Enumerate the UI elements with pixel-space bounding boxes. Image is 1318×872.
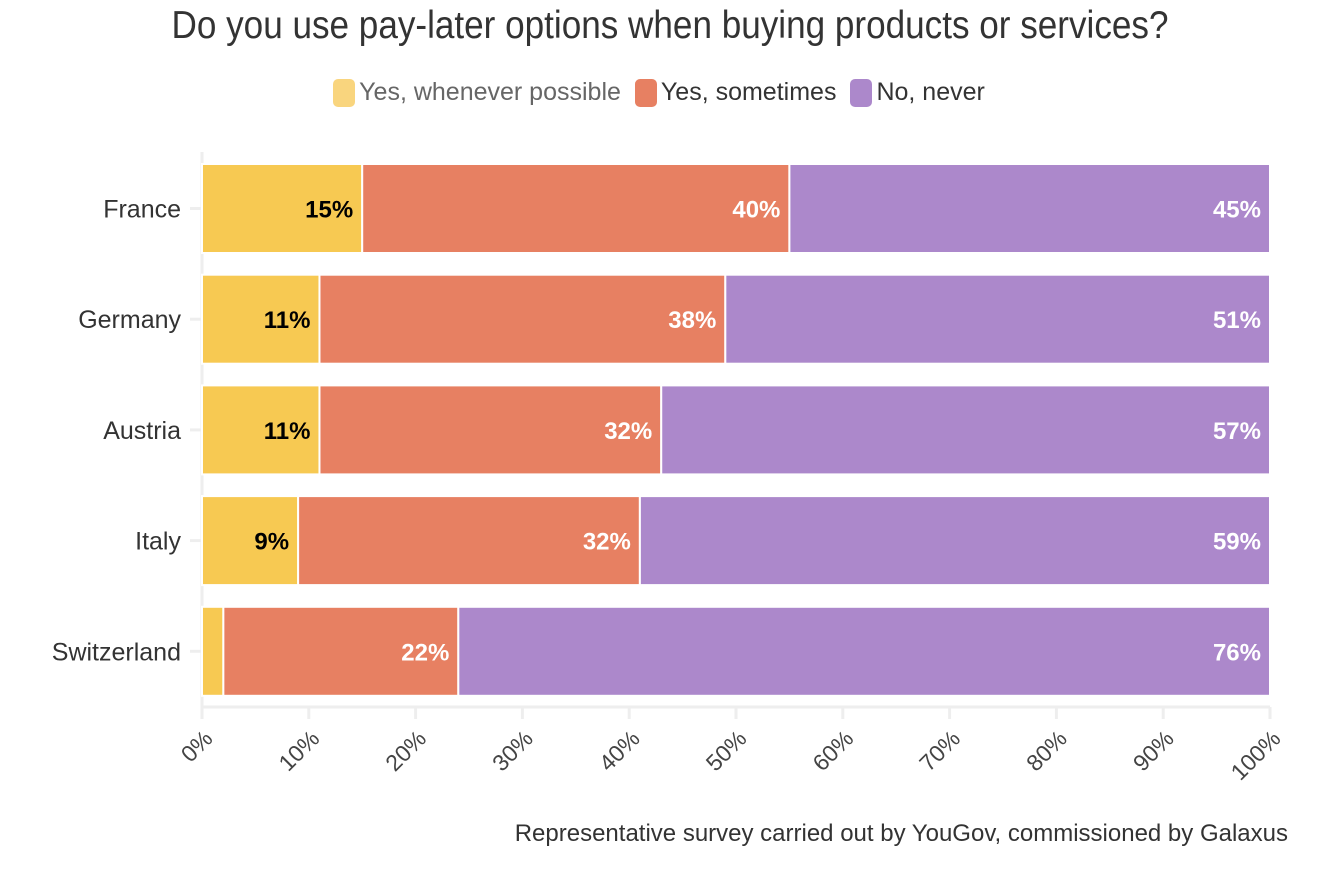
y-tick-label: Italy <box>135 528 181 556</box>
y-tick-label: France <box>103 196 181 224</box>
x-tick-label: 10% <box>273 725 324 776</box>
x-tick-label: 80% <box>1021 725 1072 776</box>
legend-swatch <box>850 78 873 107</box>
data-label: 57% <box>1213 418 1261 445</box>
bar-segment <box>788 163 1272 254</box>
data-label: 9% <box>254 529 289 556</box>
bar-segment <box>222 605 460 697</box>
x-tick-label: 0% <box>176 725 218 767</box>
legend: Yes, whenever possible Yes, sometimes No… <box>0 78 1318 107</box>
x-tick-label: 100% <box>1226 725 1286 785</box>
y-tick-label: Austria <box>103 417 181 445</box>
data-label: 32% <box>583 529 631 556</box>
caption: Representative survey carried out by You… <box>514 820 1288 847</box>
data-label: 15% <box>305 197 353 224</box>
bar-segment <box>724 273 1271 365</box>
bar-segment <box>201 495 300 587</box>
chart-title: Do you use pay-later options when buying… <box>171 4 1169 47</box>
data-label: 76% <box>1213 639 1261 666</box>
x-tick-label: 20% <box>380 725 431 776</box>
bar-segment <box>201 384 321 476</box>
x-tick-label: 50% <box>701 725 752 776</box>
data-label: 11% <box>264 418 311 445</box>
bar-segment <box>318 384 663 476</box>
bar-segment <box>361 163 791 254</box>
data-label: 38% <box>668 307 716 334</box>
data-label: 59% <box>1213 529 1261 556</box>
legend-swatch <box>634 78 657 107</box>
x-tick-label: 90% <box>1128 725 1179 776</box>
data-label: 51% <box>1213 307 1261 334</box>
data-label: 22% <box>401 639 449 666</box>
legend-label: Yes, sometimes <box>660 78 837 106</box>
data-label: 11% <box>264 307 311 334</box>
legend-item-yes-whenever-possible[interactable]: Yes, whenever possible <box>333 78 621 107</box>
bar-segment <box>660 384 1271 476</box>
data-label: 45% <box>1213 197 1261 224</box>
bar-segment <box>638 495 1271 587</box>
bar-segment <box>201 605 225 697</box>
legend-item-yes-sometimes[interactable]: Yes, sometimes <box>634 78 837 107</box>
legend-swatch <box>333 78 356 107</box>
bar-segment <box>297 495 641 587</box>
x-tick-label: 30% <box>487 725 538 776</box>
y-tick-label: Germany <box>78 306 181 334</box>
bar-segment <box>457 605 1271 697</box>
x-tick-label: 70% <box>914 725 965 776</box>
bar-segment <box>201 163 364 254</box>
legend-item-no-never[interactable]: No, never <box>850 78 985 107</box>
data-label: 40% <box>732 197 780 224</box>
legend-label: Yes, whenever possible <box>359 78 621 106</box>
x-tick-label: 40% <box>594 725 645 776</box>
legend-label: No, never <box>876 78 985 106</box>
bar-segment <box>318 273 727 365</box>
y-tick-label: Switzerland <box>52 638 181 666</box>
data-label: 32% <box>604 418 652 445</box>
x-tick-label: 60% <box>807 725 858 776</box>
